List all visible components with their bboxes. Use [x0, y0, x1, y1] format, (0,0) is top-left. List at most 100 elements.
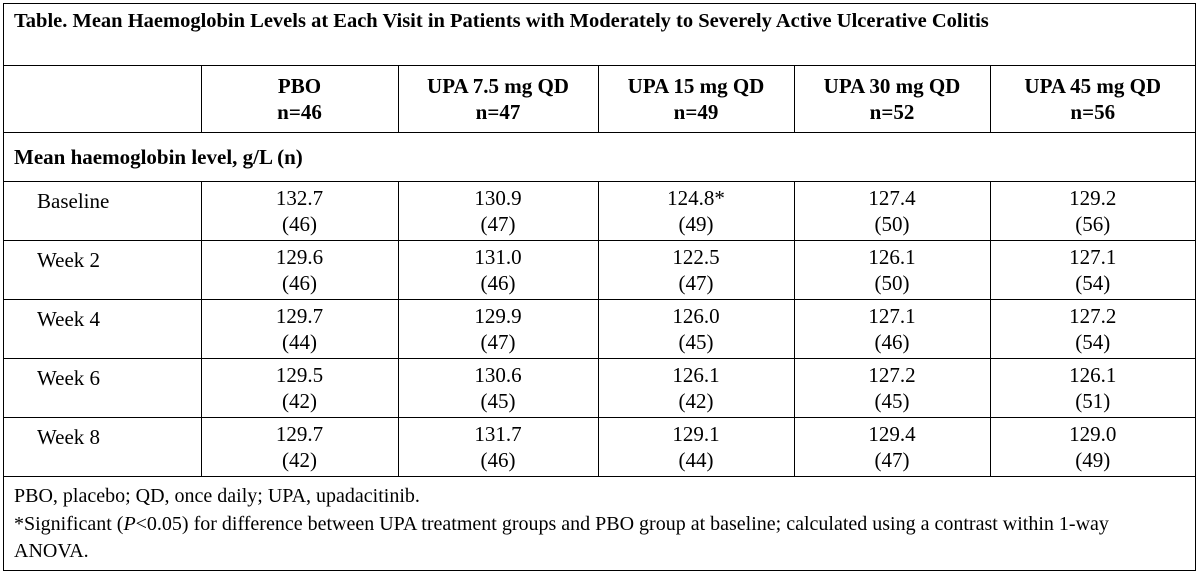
cell-mean-value: 130.6 [474, 363, 522, 387]
header-row: PBO n=46 UPA 7.5 mg QD n=47 UPA 15 mg QD… [4, 66, 1195, 133]
column-header-upa-15: UPA 15 mg QD n=49 [597, 66, 794, 133]
column-name: UPA 45 mg QD [1024, 74, 1162, 98]
cell-mean-value: 129.9 [474, 304, 522, 328]
cell-count: (42) [282, 389, 317, 413]
cell-mean-value: 129.0 [1069, 422, 1117, 446]
cell-mean-value: 124.8* [667, 186, 725, 210]
table-cell: 129.5 (42) [200, 358, 398, 418]
cell-mean-value: 127.1 [868, 304, 916, 328]
table-cell: 127.2 (45) [793, 358, 990, 418]
cell-count: (47) [678, 271, 714, 295]
column-header-upa-45: UPA 45 mg QD n=56 [989, 66, 1195, 133]
row-label: Week 6 [4, 358, 201, 418]
cell-count: (46) [874, 330, 910, 354]
cell-count: (44) [282, 330, 317, 354]
footnotes: PBO, placebo; QD, once daily; UPA, upada… [4, 477, 1195, 566]
column-name: UPA 7.5 mg QD [427, 74, 569, 98]
cell-mean-value: 129.6 [275, 245, 324, 269]
cell-mean-value: 126.1 [868, 245, 916, 269]
table-cell: 129.6 (46) [200, 240, 398, 300]
table-cell: 126.0 (45) [597, 299, 794, 359]
cell-mean-value: 132.7 [275, 186, 324, 210]
table-cell: 132.7 (46) [200, 181, 398, 241]
data-body: Baseline 132.7 (46) 130.9 (47) 124.8* (49) 127.… [4, 181, 1195, 477]
cell-mean-value: 129.7 [275, 422, 324, 446]
cell-count: (45) [874, 389, 910, 413]
section-row: Mean haemoglobin level, g/L (n) [4, 132, 1195, 182]
cell-count: (45) [480, 389, 516, 413]
table-row: Week 6 129.5 (42) 130.6 (45) 126.1 (42) 127.2 (4… [4, 358, 1195, 418]
cell-mean-value: 129.2 [1069, 186, 1117, 210]
footnote-significance-prefix: *Significant ( [14, 512, 124, 535]
cell-count: (42) [282, 448, 317, 472]
cell-mean-value: 131.7 [474, 422, 522, 446]
table-cell: 127.1 (46) [793, 299, 990, 359]
table-cell: 130.6 (45) [397, 358, 598, 418]
table-cell: 129.7 (44) [200, 299, 398, 359]
footnote-p-symbol: P [123, 512, 136, 535]
column-n: n=56 [1070, 100, 1116, 124]
cell-count: (46) [282, 212, 317, 236]
cell-count: (49) [678, 212, 714, 236]
cell-count: (46) [480, 448, 516, 472]
column-name: UPA 15 mg QD [627, 74, 765, 98]
table-cell: 129.1 (44) [597, 417, 794, 477]
row-label: Week 4 [4, 299, 201, 359]
footnote-significance-suffix: <0.05) for difference between UPA treatm… [14, 512, 1109, 563]
cell-count: (50) [874, 271, 910, 295]
footnote-significance: *Significant (P<0.05) for difference bet… [14, 511, 1185, 566]
footnote-abbreviations: PBO, placebo; QD, once daily; UPA, upada… [14, 485, 420, 507]
cell-mean-value: 129.1 [672, 422, 720, 446]
table-cell: 126.1 (42) [597, 358, 794, 418]
table-cell: 127.1 (54) [989, 240, 1195, 300]
cell-count: (46) [282, 271, 317, 295]
table-cell: 122.5 (47) [597, 240, 794, 300]
cell-mean-value: 127.2 [868, 363, 916, 387]
cell-mean-value: 129.7 [275, 304, 324, 328]
column-header-pbo: PBO n=46 [200, 66, 398, 133]
table-cell: 129.7 (42) [200, 417, 398, 477]
table-cell: 126.1 (50) [793, 240, 990, 300]
cell-count: (47) [874, 448, 910, 472]
column-n: n=47 [475, 100, 521, 124]
table-cell: 127.2 (54) [989, 299, 1195, 359]
data-table: PBO n=46 UPA 7.5 mg QD n=47 UPA 15 mg QD… [4, 66, 1195, 477]
cell-mean-value: 126.1 [672, 363, 720, 387]
cell-count: (47) [480, 212, 516, 236]
cell-count: (49) [1075, 448, 1111, 472]
column-header-upa-30: UPA 30 mg QD n=52 [793, 66, 990, 133]
cell-count: (46) [480, 271, 516, 295]
cell-mean-value: 126.1 [1069, 363, 1117, 387]
cell-count: (50) [874, 212, 910, 236]
cell-count: (45) [678, 330, 714, 354]
table-row: Week 4 129.7 (44) 129.9 (47) 126.0 (45) 127.1 (4… [4, 299, 1195, 359]
cell-count: (54) [1075, 330, 1111, 354]
row-label: Week 8 [4, 417, 201, 477]
table-cell: 129.4 (47) [793, 417, 990, 477]
table-cell: 126.1 (51) [989, 358, 1195, 418]
header-empty-cell [4, 66, 201, 133]
column-n: n=52 [869, 100, 915, 124]
cell-count: (51) [1075, 389, 1111, 413]
table-cell: 129.2 (56) [989, 181, 1195, 241]
cell-mean-value: 131.0 [474, 245, 522, 269]
table-cell: 129.0 (49) [989, 417, 1195, 477]
table-cell: 130.9 (47) [397, 181, 598, 241]
row-label: Baseline [4, 181, 201, 241]
cell-mean-value: 127.1 [1069, 245, 1117, 269]
table-cell: 127.4 (50) [793, 181, 990, 241]
column-name: UPA 30 mg QD [823, 74, 961, 98]
column-n: n=49 [673, 100, 719, 124]
cell-mean-value: 129.5 [275, 363, 324, 387]
cell-mean-value: 122.5 [672, 245, 720, 269]
cell-count: (56) [1075, 212, 1111, 236]
table-cell: 129.9 (47) [397, 299, 598, 359]
column-name: PBO [277, 74, 322, 98]
table-row: Week 8 129.7 (42) 131.7 (46) 129.1 (44) 129.4 (4… [4, 417, 1195, 477]
section-label: Mean haemoglobin level, g/L (n) [4, 132, 1195, 182]
cell-count: (44) [678, 448, 714, 472]
cell-count: (47) [480, 330, 516, 354]
row-label: Week 2 [4, 240, 201, 300]
cell-count: (54) [1075, 271, 1111, 295]
table-cell: 124.8* (49) [597, 181, 794, 241]
